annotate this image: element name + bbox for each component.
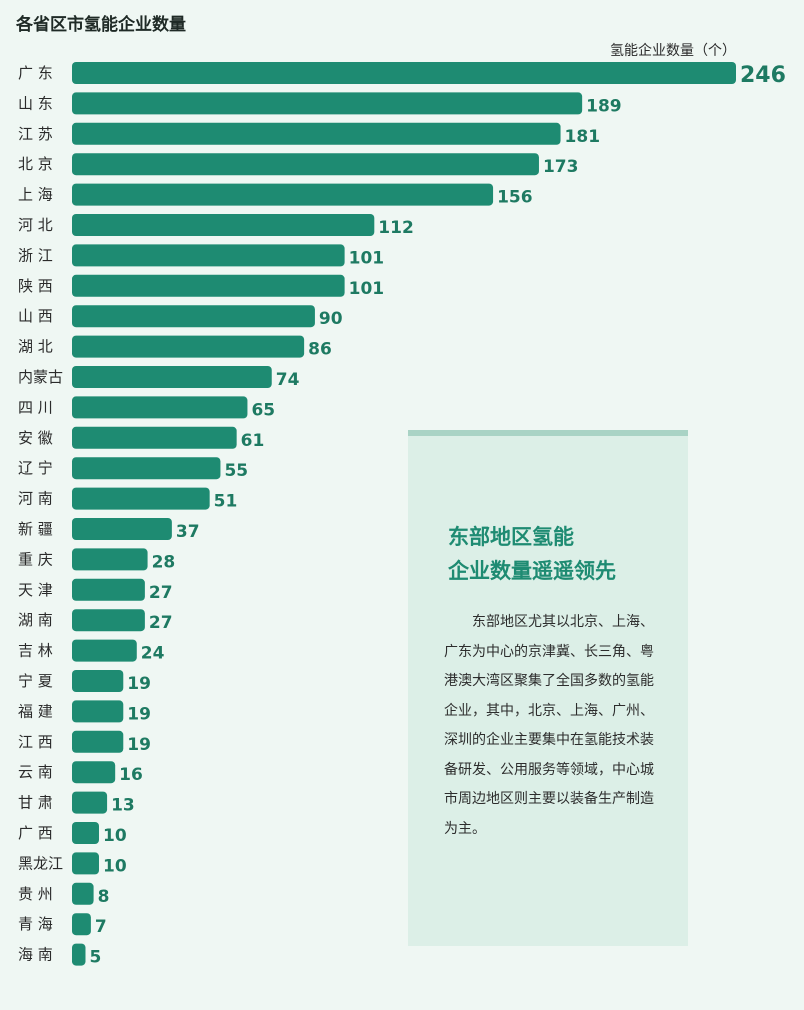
value-label: 37 — [176, 522, 200, 542]
note-title: 东部地区氢能 企业数量遥遥领先 — [448, 525, 616, 583]
category-label: 陕 西 — [18, 277, 53, 295]
bar — [72, 518, 172, 540]
category-label: 四 川 — [18, 398, 53, 416]
category-label: 云 南 — [18, 763, 53, 781]
bar — [72, 548, 148, 571]
bar — [72, 366, 272, 388]
category-label: 江 苏 — [18, 125, 53, 143]
value-label: 5 — [89, 948, 101, 968]
bar — [72, 457, 221, 480]
bar — [72, 913, 91, 936]
value-label: 19 — [127, 704, 151, 724]
category-label: 北 京 — [18, 155, 53, 173]
bar — [72, 852, 99, 875]
category-label: 广 西 — [18, 824, 53, 842]
value-label: 13 — [111, 796, 135, 816]
category-label: 上 海 — [18, 186, 53, 204]
value-label: 27 — [149, 583, 173, 603]
bar — [72, 487, 210, 510]
value-label: 181 — [565, 127, 601, 147]
category-label: 宁 夏 — [18, 672, 53, 690]
value-label: 10 — [103, 826, 127, 846]
category-label: 安 徽 — [18, 429, 53, 447]
category-label: 重 庆 — [18, 550, 53, 568]
value-label: 27 — [149, 613, 173, 633]
category-label: 甘 肃 — [18, 794, 53, 812]
bar — [72, 639, 137, 662]
category-label: 内蒙古 — [18, 368, 63, 386]
value-label: 10 — [103, 856, 127, 876]
value-label: 90 — [319, 309, 343, 329]
bar — [72, 791, 108, 814]
category-label: 浙 江 — [18, 246, 53, 264]
category-label: 辽 宁 — [18, 459, 53, 477]
bar — [72, 761, 116, 784]
value-label: 86 — [308, 340, 332, 360]
bar — [72, 426, 237, 449]
value-label: 101 — [349, 279, 385, 299]
category-label: 广 东 — [18, 64, 53, 82]
bar — [72, 214, 375, 236]
note-body: 东部地区尤其以北京、上海、广东为中心的京津冀、长三角、粤港澳大湾区聚集了全国多数… — [444, 614, 654, 837]
bar — [72, 609, 145, 632]
value-label: 74 — [276, 370, 300, 390]
value-label: 65 — [251, 400, 275, 420]
bar — [72, 700, 124, 723]
bar — [72, 335, 305, 358]
value-label: 24 — [141, 644, 165, 664]
category-label: 湖 南 — [18, 611, 53, 629]
bar — [72, 670, 124, 692]
bar — [72, 882, 94, 905]
bar — [72, 153, 539, 176]
category-label: 福 建 — [18, 702, 53, 720]
category-label: 贵 州 — [18, 885, 53, 903]
bar — [72, 244, 345, 267]
value-label: 112 — [378, 218, 414, 238]
category-label: 山 西 — [18, 307, 53, 325]
category-label: 海 南 — [18, 946, 53, 964]
bar — [72, 396, 248, 419]
bar — [72, 578, 145, 601]
value-label: 16 — [119, 765, 143, 785]
value-label: 28 — [152, 552, 176, 572]
value-label: 156 — [497, 188, 533, 208]
value-label: 7 — [95, 917, 107, 937]
category-label: 新 疆 — [18, 520, 53, 538]
note-panel: 东部地区氢能 企业数量遥遥领先 东部地区尤其以北京、上海、广东为中心的京津冀、长… — [408, 430, 688, 946]
bar — [72, 183, 494, 206]
value-label: 55 — [224, 461, 248, 481]
value-label: 246 — [740, 63, 786, 88]
value-label: 19 — [127, 735, 151, 755]
value-label: 101 — [349, 248, 385, 268]
bar — [72, 305, 315, 328]
value-label: 51 — [214, 492, 238, 512]
unit-label: 氢能企业数量（个） — [610, 42, 736, 59]
value-label: 61 — [241, 431, 265, 451]
bar — [72, 730, 124, 753]
category-label: 吉 林 — [18, 642, 53, 660]
bar — [72, 122, 561, 145]
bar — [72, 822, 99, 844]
value-label: 19 — [127, 674, 151, 694]
bar — [72, 943, 86, 966]
category-label: 河 北 — [18, 216, 53, 234]
category-label: 黑龙江 — [18, 854, 63, 872]
bars: 广 东 246 山 东 189 江 苏 181 北 京 173 上 海 156 河 北 112 浙 江 1… — [18, 62, 786, 968]
category-label: 天 津 — [18, 581, 53, 599]
bar — [72, 62, 736, 84]
bar — [72, 274, 345, 297]
value-label: 189 — [586, 96, 622, 116]
category-label: 江 西 — [18, 733, 53, 751]
value-label: 173 — [543, 157, 579, 177]
category-label: 山 东 — [18, 94, 53, 112]
bar — [72, 92, 583, 115]
value-label: 8 — [98, 887, 110, 907]
chart-title: 各省区市氢能企业数量 — [15, 14, 186, 35]
category-label: 青 海 — [18, 915, 53, 933]
category-label: 湖 北 — [18, 338, 53, 356]
category-label: 河 南 — [18, 490, 53, 508]
